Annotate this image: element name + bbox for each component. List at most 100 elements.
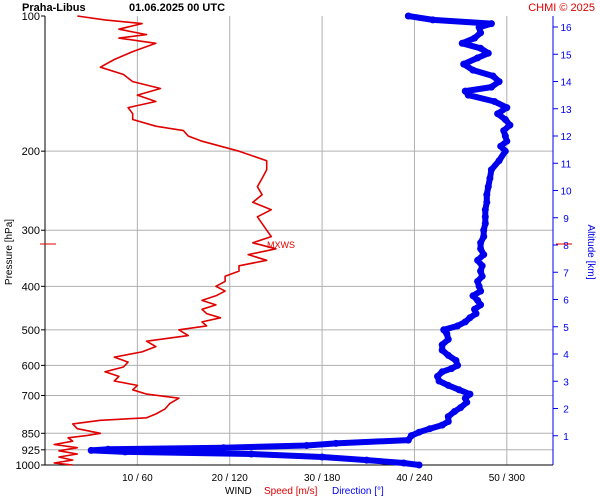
altitude-tick-label: 15 — [560, 50, 572, 61]
direction-point — [429, 16, 437, 24]
direction-point — [220, 444, 228, 452]
pressure-tick-label: 925 — [22, 445, 40, 457]
direction-point — [491, 98, 498, 105]
direction-line — [88, 13, 513, 468]
altitude-tick-label: 4 — [563, 350, 569, 361]
pressure-tick-label: 600 — [22, 360, 40, 372]
direction-point — [480, 251, 488, 259]
pressure-tick-label: 700 — [22, 390, 40, 402]
speed-series — [53, 15, 277, 466]
direction-point — [471, 305, 478, 313]
direction-point — [438, 368, 446, 376]
pressure-tick-label: 1000 — [16, 460, 40, 472]
pressure-tick-label: 500 — [22, 325, 40, 337]
direction-point — [480, 233, 488, 241]
direction-point — [426, 425, 434, 433]
direction-point — [481, 206, 489, 214]
direction-point — [454, 322, 462, 330]
direction-point — [466, 390, 474, 398]
direction-point — [487, 20, 495, 28]
altitude-tick-label: 5 — [563, 323, 569, 334]
direction-point — [503, 104, 511, 112]
pressure-tick-label: 400 — [22, 281, 40, 293]
direction-point — [477, 44, 485, 52]
direction-point — [444, 351, 452, 359]
pressure-tick-label: 200 — [22, 146, 40, 158]
altitude-tick-label: 12 — [560, 132, 572, 143]
direction-point — [460, 60, 468, 68]
direction-point — [477, 245, 485, 253]
direction-point — [480, 226, 488, 234]
direction-point — [457, 404, 465, 412]
altitude-tick-label: 9 — [563, 214, 569, 225]
pressure-tick-label: 100 — [22, 11, 40, 23]
altitude-tick-label: 6 — [563, 296, 569, 307]
direction-point — [444, 381, 452, 389]
direction-point — [461, 318, 469, 326]
altitude-tick-label: 2 — [563, 405, 569, 416]
altitude-tick-label: 3 — [563, 377, 569, 388]
altitude-tick-label: 8 — [563, 241, 569, 252]
direction-point — [487, 166, 495, 174]
direction-point — [477, 239, 485, 247]
direction-point — [455, 386, 463, 394]
direction-point — [438, 421, 446, 429]
direction-point — [469, 292, 477, 300]
direction-point — [461, 394, 469, 402]
wind-tick-label: 30 / 180 — [304, 473, 341, 484]
datetime-title: 01.06.2025 00 UTC — [129, 2, 225, 14]
direction-point — [87, 446, 95, 454]
direction-point — [451, 408, 458, 415]
direction-point — [481, 213, 489, 221]
wind-axis-title: WIND — [225, 486, 252, 497]
direction-point — [475, 23, 483, 31]
direction-point — [434, 372, 441, 380]
direction-point — [332, 439, 340, 447]
direction-point — [495, 78, 503, 86]
grid-lines — [45, 16, 553, 465]
altitude-tick-label: 10 — [560, 187, 572, 198]
direction-point — [495, 157, 503, 165]
mxws-label: MXWS — [267, 240, 295, 250]
direction-point — [474, 256, 482, 264]
altitude-axis-title: Altitude [km] — [585, 224, 596, 279]
direction-point — [486, 174, 494, 182]
direction-point — [471, 34, 478, 42]
direction-point — [404, 12, 412, 20]
pressure-tick-label: 850 — [22, 428, 40, 440]
altitude-tick-label: 16 — [560, 23, 572, 34]
direction-point — [478, 262, 486, 270]
credit-label: CHMI © 2025 — [528, 2, 595, 14]
direction-point — [444, 413, 452, 421]
direction-point — [415, 428, 423, 436]
direction-series — [87, 12, 514, 469]
direction-axis-title: Direction [°] — [332, 486, 384, 497]
direction-point — [447, 365, 455, 373]
altitude-tick-label: 1 — [563, 432, 569, 443]
direction-point — [444, 335, 452, 343]
direction-point — [104, 445, 112, 453]
direction-point — [474, 277, 482, 285]
wind-tick-label: 40 / 240 — [396, 473, 433, 484]
direction-point — [407, 432, 415, 440]
altitude-tick-label: 7 — [563, 268, 569, 279]
direction-point — [444, 418, 452, 425]
direction-point — [247, 450, 255, 458]
altitude-tick-label: 13 — [560, 105, 572, 116]
direction-point — [458, 39, 466, 47]
direction-point — [477, 267, 485, 275]
direction-point — [501, 116, 509, 123]
direction-point — [484, 183, 492, 191]
direction-point — [474, 54, 482, 62]
wind-tick-label: 20 / 120 — [212, 473, 249, 484]
direction-point — [121, 448, 129, 456]
direction-point — [303, 442, 311, 449]
direction-point — [483, 191, 491, 199]
speed-line — [53, 15, 277, 466]
direction-point — [466, 314, 474, 322]
station-title: Praha-Libus — [22, 2, 86, 14]
direction-point — [481, 220, 489, 228]
direction-point — [489, 72, 497, 80]
